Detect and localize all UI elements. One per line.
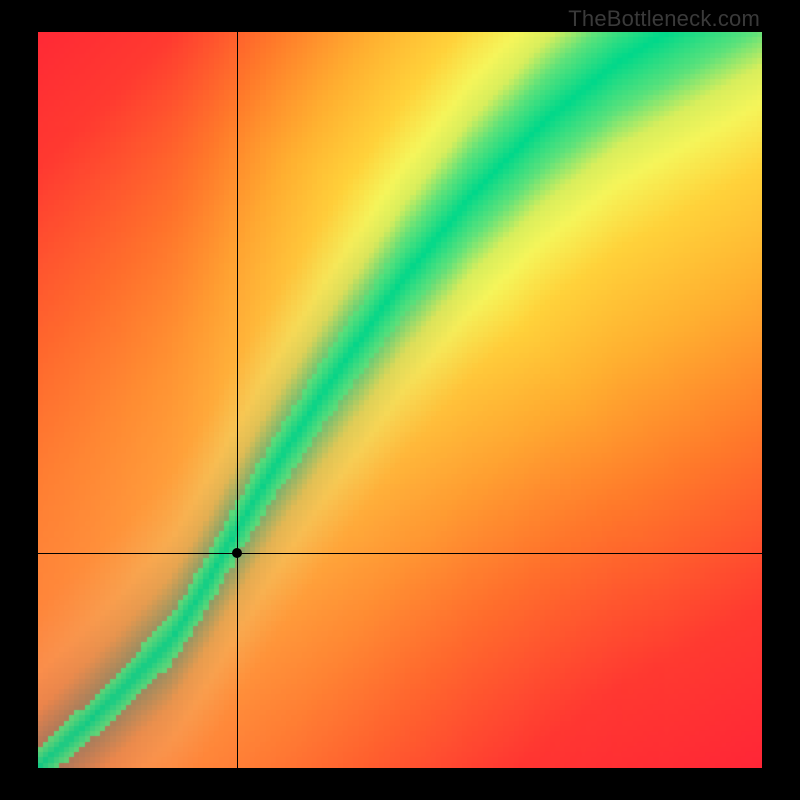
crosshair-vertical-line [237,32,238,768]
watermark-text: TheBottleneck.com [568,6,760,32]
selection-marker-dot [232,548,242,558]
crosshair-horizontal-line [38,553,762,554]
heatmap-plot-area [38,32,762,768]
bottleneck-heatmap [38,32,762,768]
